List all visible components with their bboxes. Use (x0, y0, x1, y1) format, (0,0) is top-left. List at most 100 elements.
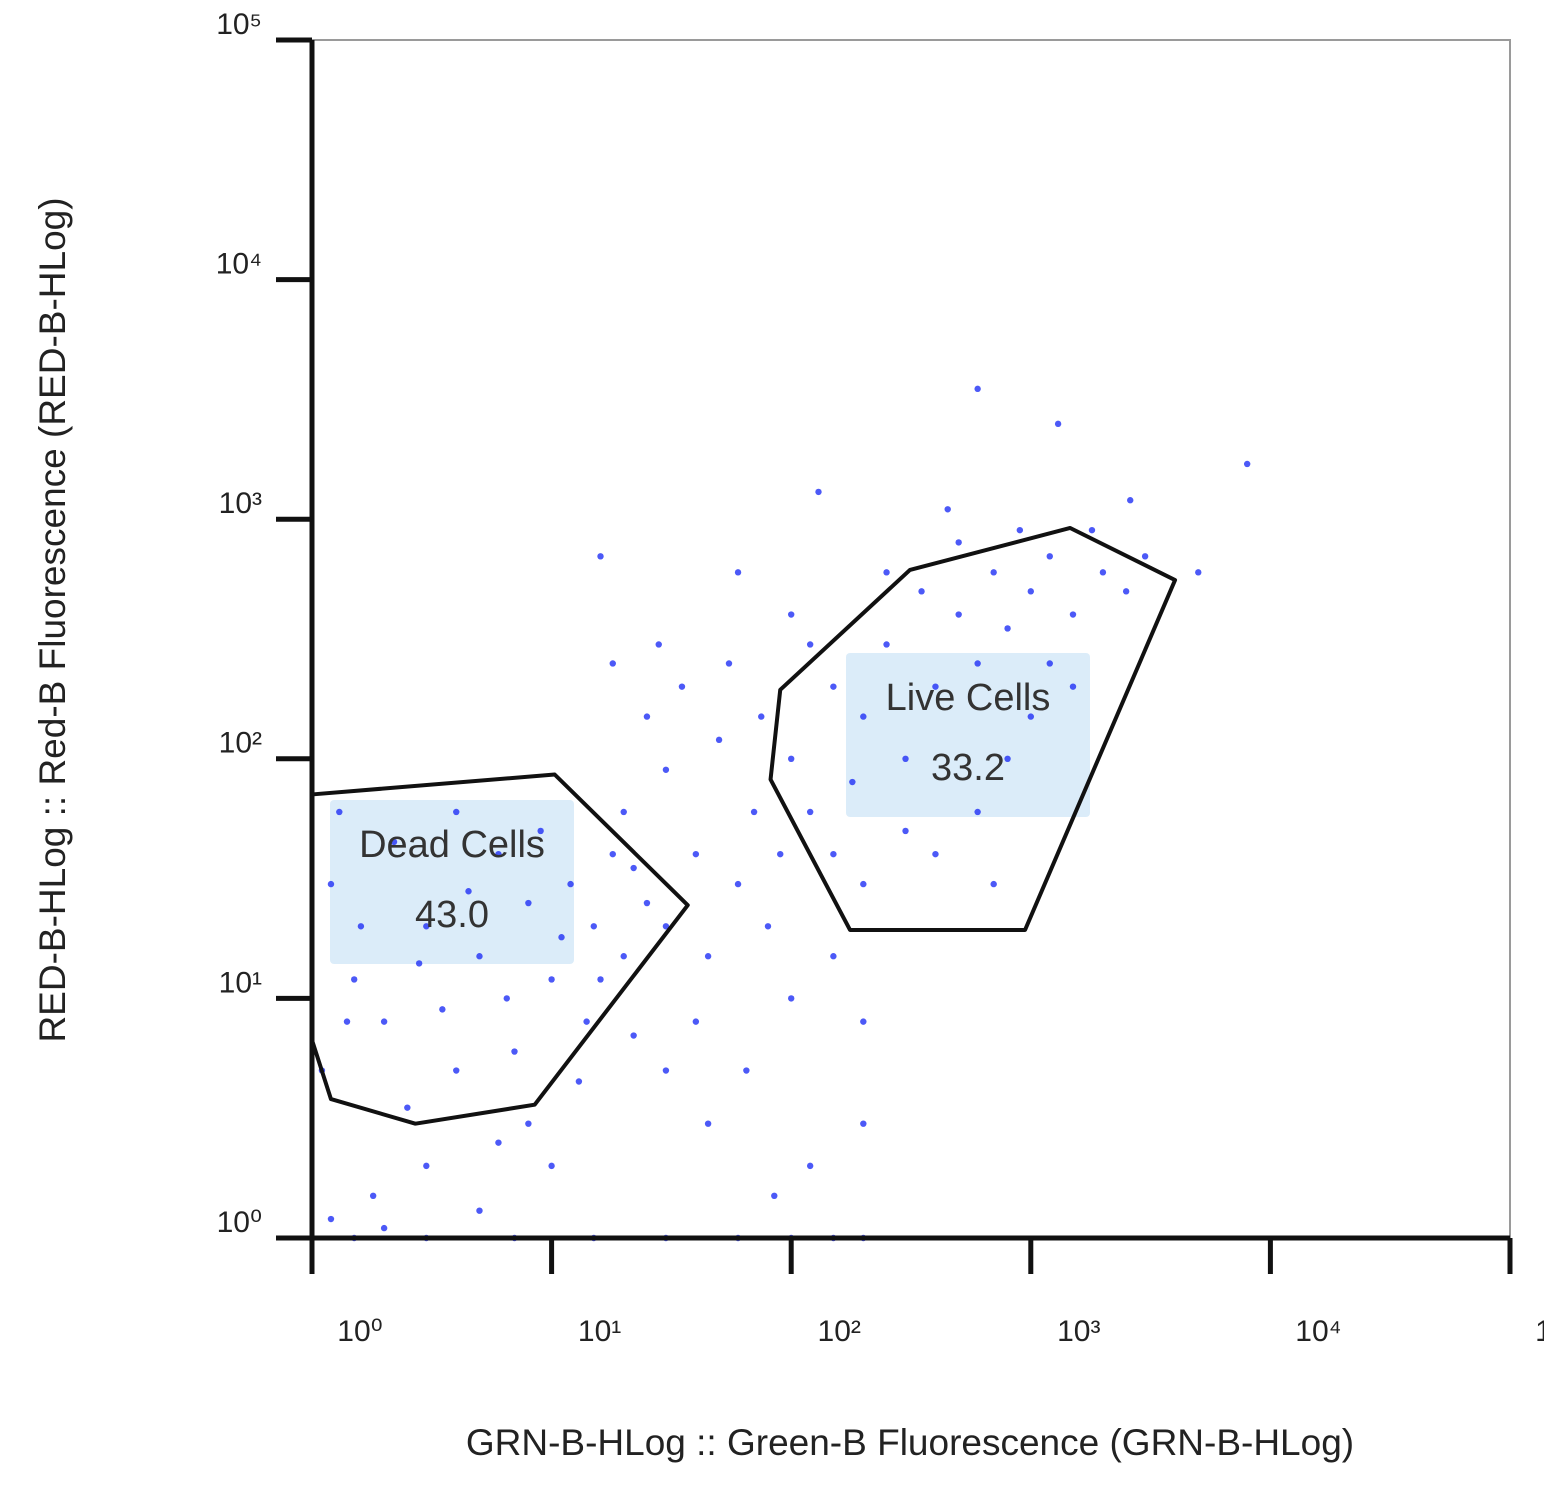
gate-percent: 43.0 (415, 894, 489, 936)
data-point (955, 611, 962, 618)
data-point (1027, 713, 1035, 720)
data-point (692, 1018, 700, 1025)
data-point (453, 808, 460, 816)
data-point (955, 539, 962, 546)
data-point (932, 850, 939, 858)
data-point (525, 899, 532, 907)
data-point (575, 1078, 583, 1085)
data-point (788, 611, 795, 618)
data-point (476, 953, 483, 960)
x-tick-label: 10⁵ (1535, 1315, 1544, 1348)
data-point (630, 1032, 637, 1039)
data-point (495, 850, 502, 858)
data-point (830, 850, 837, 858)
data-point (902, 827, 909, 835)
data-point (327, 1215, 335, 1223)
data-point (643, 713, 651, 720)
gate (310, 772, 690, 1126)
gate (768, 525, 1178, 932)
data-point (806, 641, 814, 648)
data-point (830, 683, 837, 690)
data-point (815, 488, 822, 496)
data-point (771, 1192, 778, 1200)
data-point (597, 553, 604, 560)
data-point (597, 976, 604, 983)
data-point (883, 641, 890, 648)
data-point (404, 1104, 411, 1111)
data-point (704, 953, 712, 960)
data-point (743, 1067, 750, 1074)
data-point (369, 1192, 377, 1200)
data-point (453, 1067, 460, 1074)
x-tick-label: 10⁴ (1295, 1315, 1341, 1348)
x-tick-label: 10² (818, 1315, 861, 1348)
data-point (974, 385, 981, 393)
data-point (1027, 588, 1035, 595)
data-point (788, 755, 795, 762)
data-point (777, 850, 784, 858)
data-point (1099, 569, 1107, 576)
data-point (860, 1018, 867, 1025)
x-tick-label: 10³ (1057, 1315, 1100, 1348)
data-point (1046, 660, 1053, 667)
data-point (1122, 588, 1130, 595)
data-point (860, 713, 867, 720)
data-point (1004, 625, 1011, 632)
y-tick-label: 10⁰ (217, 1206, 262, 1239)
data-point (692, 850, 700, 858)
y-tick-label: 10⁵ (216, 8, 262, 41)
data-point (609, 660, 616, 667)
data-point (883, 569, 890, 576)
x-tick-label: 10¹ (578, 1315, 621, 1348)
data-point (567, 880, 574, 888)
data-point (662, 923, 670, 930)
data-point (750, 808, 758, 816)
data-point (415, 960, 423, 967)
data-point (1016, 526, 1024, 534)
data-point (662, 766, 670, 773)
data-point (715, 736, 723, 744)
data-point (932, 683, 939, 690)
y-axis-title: RED-B-HLog :: Red-B Fluorescence (RED-B-… (32, 197, 73, 1042)
data-point (1141, 553, 1149, 560)
data-point (655, 641, 662, 648)
data-point (1243, 460, 1251, 468)
data-point (380, 1018, 388, 1025)
y-tick-label: 10⁴ (216, 248, 262, 281)
data-point (1195, 569, 1202, 576)
data-point (734, 569, 742, 576)
data-point (620, 953, 627, 960)
data-point (590, 923, 597, 930)
data-point (678, 683, 686, 690)
y-tick-label: 10³ (219, 487, 262, 520)
data-point (439, 1006, 446, 1013)
data-point (357, 923, 365, 930)
data-point (860, 880, 867, 888)
data-point (327, 880, 335, 888)
data-point (704, 1120, 712, 1127)
data-point (990, 880, 997, 888)
data-point (1088, 526, 1096, 534)
data-point (343, 1018, 351, 1025)
data-point (764, 923, 772, 930)
plot-frame (311, 39, 1511, 1239)
data-point (620, 808, 627, 816)
data-point (390, 838, 398, 846)
data-point (974, 660, 981, 667)
data-point (558, 934, 565, 941)
data-point (725, 660, 733, 667)
data-point (918, 588, 925, 595)
data-point (465, 888, 472, 895)
data-point (788, 995, 795, 1002)
data-point (758, 713, 765, 720)
data-point (350, 976, 358, 983)
data-point (734, 880, 742, 888)
data-point (902, 755, 909, 762)
data-point (548, 976, 555, 983)
data-point (537, 827, 544, 835)
gate-name: Dead Cells (359, 824, 545, 866)
y-tick-label: 10¹ (219, 966, 262, 999)
data-point (830, 953, 837, 960)
data-point (806, 808, 814, 816)
